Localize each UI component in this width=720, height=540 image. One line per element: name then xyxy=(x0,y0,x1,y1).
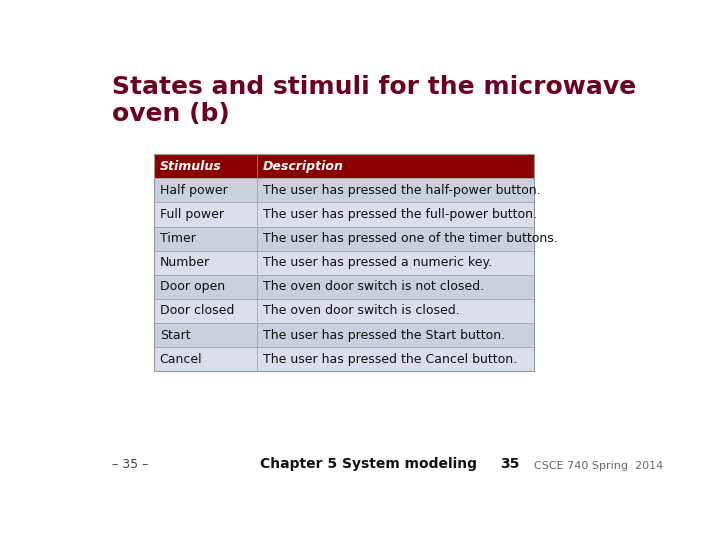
Text: Description: Description xyxy=(263,160,344,173)
FancyBboxPatch shape xyxy=(154,299,534,323)
Text: Door closed: Door closed xyxy=(160,305,234,318)
Text: CSCE 740 Spring  2014: CSCE 740 Spring 2014 xyxy=(534,462,663,471)
FancyBboxPatch shape xyxy=(154,202,534,227)
FancyBboxPatch shape xyxy=(154,347,534,371)
FancyBboxPatch shape xyxy=(154,154,534,178)
FancyBboxPatch shape xyxy=(154,323,534,347)
Text: The user has pressed the Start button.: The user has pressed the Start button. xyxy=(263,328,505,342)
Text: Start: Start xyxy=(160,328,190,342)
Text: 35: 35 xyxy=(500,457,520,471)
Text: Timer: Timer xyxy=(160,232,196,245)
FancyBboxPatch shape xyxy=(154,227,534,251)
FancyBboxPatch shape xyxy=(154,178,534,202)
Text: The oven door switch is closed.: The oven door switch is closed. xyxy=(263,305,460,318)
Text: Door open: Door open xyxy=(160,280,225,293)
Text: The user has pressed one of the timer buttons.: The user has pressed one of the timer bu… xyxy=(263,232,558,245)
Text: oven (b): oven (b) xyxy=(112,102,230,126)
Text: – 35 –: – 35 – xyxy=(112,458,149,471)
Text: Chapter 5 System modeling: Chapter 5 System modeling xyxy=(261,457,477,471)
Text: States and stimuli for the microwave: States and stimuli for the microwave xyxy=(112,75,636,99)
Text: Stimulus: Stimulus xyxy=(160,160,222,173)
Text: Full power: Full power xyxy=(160,208,224,221)
Text: The user has pressed the Cancel button.: The user has pressed the Cancel button. xyxy=(263,353,517,366)
Text: The user has pressed the half-power button.: The user has pressed the half-power butt… xyxy=(263,184,541,197)
Text: Number: Number xyxy=(160,256,210,269)
Text: Cancel: Cancel xyxy=(160,353,202,366)
FancyBboxPatch shape xyxy=(154,275,534,299)
Text: The user has pressed a numeric key.: The user has pressed a numeric key. xyxy=(263,256,492,269)
FancyBboxPatch shape xyxy=(154,251,534,275)
Text: The oven door switch is not closed.: The oven door switch is not closed. xyxy=(263,280,484,293)
Text: Half power: Half power xyxy=(160,184,228,197)
Text: The user has pressed the full-power button.: The user has pressed the full-power butt… xyxy=(263,208,537,221)
